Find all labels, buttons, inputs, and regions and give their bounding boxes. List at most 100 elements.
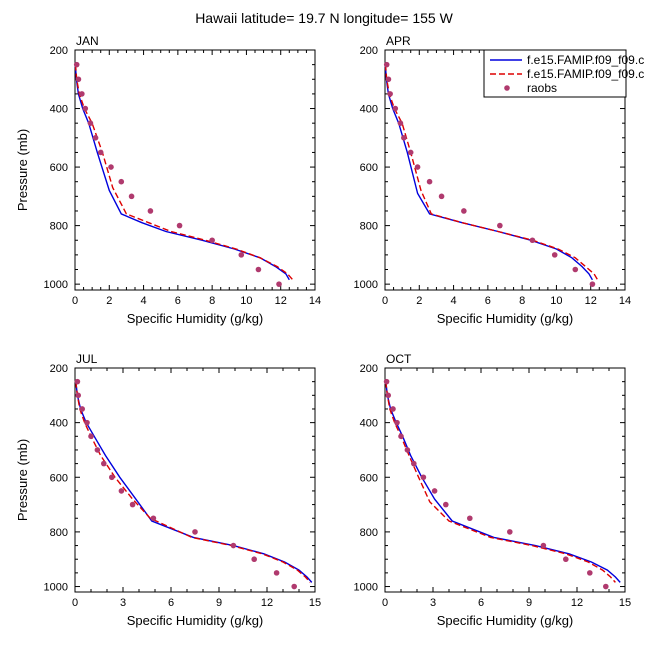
raobs-point	[404, 447, 411, 453]
raobs-point	[572, 266, 579, 273]
raobs-point	[84, 419, 90, 426]
raobs-point	[603, 583, 609, 590]
raobs-point	[176, 222, 183, 229]
x-tick-label: 3	[430, 597, 436, 609]
raobs-point	[82, 105, 89, 112]
x-tick-label: 9	[216, 597, 222, 609]
raobs-point	[75, 392, 81, 399]
raobs-point	[273, 570, 280, 576]
panel-apr: 0 2 4 6 8 10 12 14 200 400 600 800 1000 APR Specific H…	[354, 34, 632, 326]
raobs-point	[118, 488, 125, 494]
y-tick-label: 800	[50, 221, 68, 233]
panel-jan: 0 2 4 6 8 10 12 14 200 400 600 800 1000 JAN Specific H…	[15, 34, 321, 326]
x-tick-label: 12	[585, 295, 597, 307]
raobs-point	[88, 433, 94, 440]
y-tick-label: 600	[50, 472, 68, 484]
y-tick-label: 1000	[44, 279, 68, 291]
x-tick-label: 0	[72, 597, 78, 609]
x-tick-label: 6	[478, 597, 484, 609]
x-tick-label: 12	[571, 597, 583, 609]
raobs-point	[420, 474, 427, 481]
raobs-point	[383, 61, 390, 68]
series-line-model2	[75, 381, 311, 583]
x-tick-label: 6	[168, 597, 174, 609]
x-tick-label: 10	[550, 295, 562, 307]
x-tick-label: 10	[240, 295, 252, 307]
x-tick-label: 4	[141, 295, 147, 307]
y-tick-label: 200	[360, 363, 378, 375]
y-tick-label: 400	[50, 418, 68, 430]
y-tick-label: 800	[50, 527, 68, 539]
y-tick-label: 400	[360, 104, 378, 116]
raobs-point	[79, 91, 85, 97]
raobs-point	[414, 164, 421, 170]
x-tick-label: 15	[619, 597, 631, 609]
series-line-model1	[75, 381, 313, 583]
series-line-model1	[385, 381, 621, 583]
x-tick-label: 14	[619, 295, 631, 307]
raobs-point	[94, 447, 101, 453]
raobs-point	[192, 529, 198, 535]
x-tick-label: 14	[309, 295, 321, 307]
raobs-point	[255, 266, 262, 273]
x-tick-label: 0	[382, 597, 388, 609]
raobs-point	[118, 178, 125, 185]
legend: f.e15.FAMIP.f09_f09.cf.e15.FAMIP.f09_f09…	[483, 49, 644, 98]
x-tick-label: 6	[175, 295, 181, 307]
x-tick-label: 12	[275, 295, 287, 307]
y-tick-label: 400	[360, 418, 378, 430]
raobs-point	[438, 193, 445, 200]
x-tick-label: 12	[261, 597, 273, 609]
y-tick-label: 1000	[354, 582, 378, 594]
raobs-point	[392, 105, 399, 112]
x-tick-label: 0	[382, 295, 388, 307]
raobs-point	[507, 529, 513, 535]
raobs-point	[387, 91, 393, 97]
raobs-point	[108, 164, 114, 170]
raobs-point	[385, 76, 392, 83]
panel-jul: 0 3 6 9 12 15 200 400 600 800 1000 JUL Specific Humi…	[15, 352, 321, 628]
raobs-point	[251, 556, 257, 563]
x-axis-title: Specific Humidity (g/kg)	[437, 613, 574, 628]
raobs-point	[129, 501, 136, 508]
raobs-point	[75, 76, 82, 83]
legend-marker-raobs	[504, 85, 510, 91]
raobs-point	[92, 135, 99, 141]
y-tick-label: 400	[50, 104, 68, 116]
x-tick-label: 3	[120, 597, 126, 609]
raobs-point	[73, 61, 80, 68]
legend-label: f.e15.FAMIP.f09_f09.c	[527, 67, 644, 81]
x-tick-label: 2	[416, 295, 422, 307]
x-axis-title: Specific Humidity (g/kg)	[127, 613, 264, 628]
raobs-point	[109, 474, 115, 481]
raobs-point	[540, 542, 547, 549]
figure-title: Hawaii latitude= 19.7 N longitude= 155 W	[195, 10, 453, 26]
raobs-point	[147, 208, 154, 214]
y-tick-label: 600	[360, 472, 378, 484]
raobs-point	[551, 252, 558, 258]
x-axis-title: Specific Humidity (g/kg)	[127, 311, 264, 326]
plot-frame	[384, 367, 626, 593]
raobs-point	[101, 460, 107, 467]
series-line-model1	[74, 64, 290, 281]
x-tick-label: 4	[451, 295, 457, 307]
raobs-point	[589, 281, 596, 287]
x-tick-label: 2	[106, 295, 112, 307]
raobs-point	[426, 178, 433, 185]
raobs-point	[411, 460, 417, 467]
x-axis-title: Specific Humidity (g/kg)	[437, 311, 574, 326]
y-tick-label: 800	[360, 221, 378, 233]
raobs-point	[529, 237, 536, 244]
x-tick-label: 9	[526, 597, 532, 609]
raobs-point	[291, 583, 298, 590]
series-line-model2	[385, 381, 616, 583]
raobs-point	[467, 515, 473, 522]
raobs-point	[390, 406, 396, 412]
raobs-point	[150, 515, 157, 522]
series-line-model2	[384, 64, 599, 281]
plot-frame	[74, 49, 316, 291]
x-tick-label: 0	[72, 295, 78, 307]
raobs-point	[209, 237, 215, 244]
raobs-point	[238, 252, 245, 258]
